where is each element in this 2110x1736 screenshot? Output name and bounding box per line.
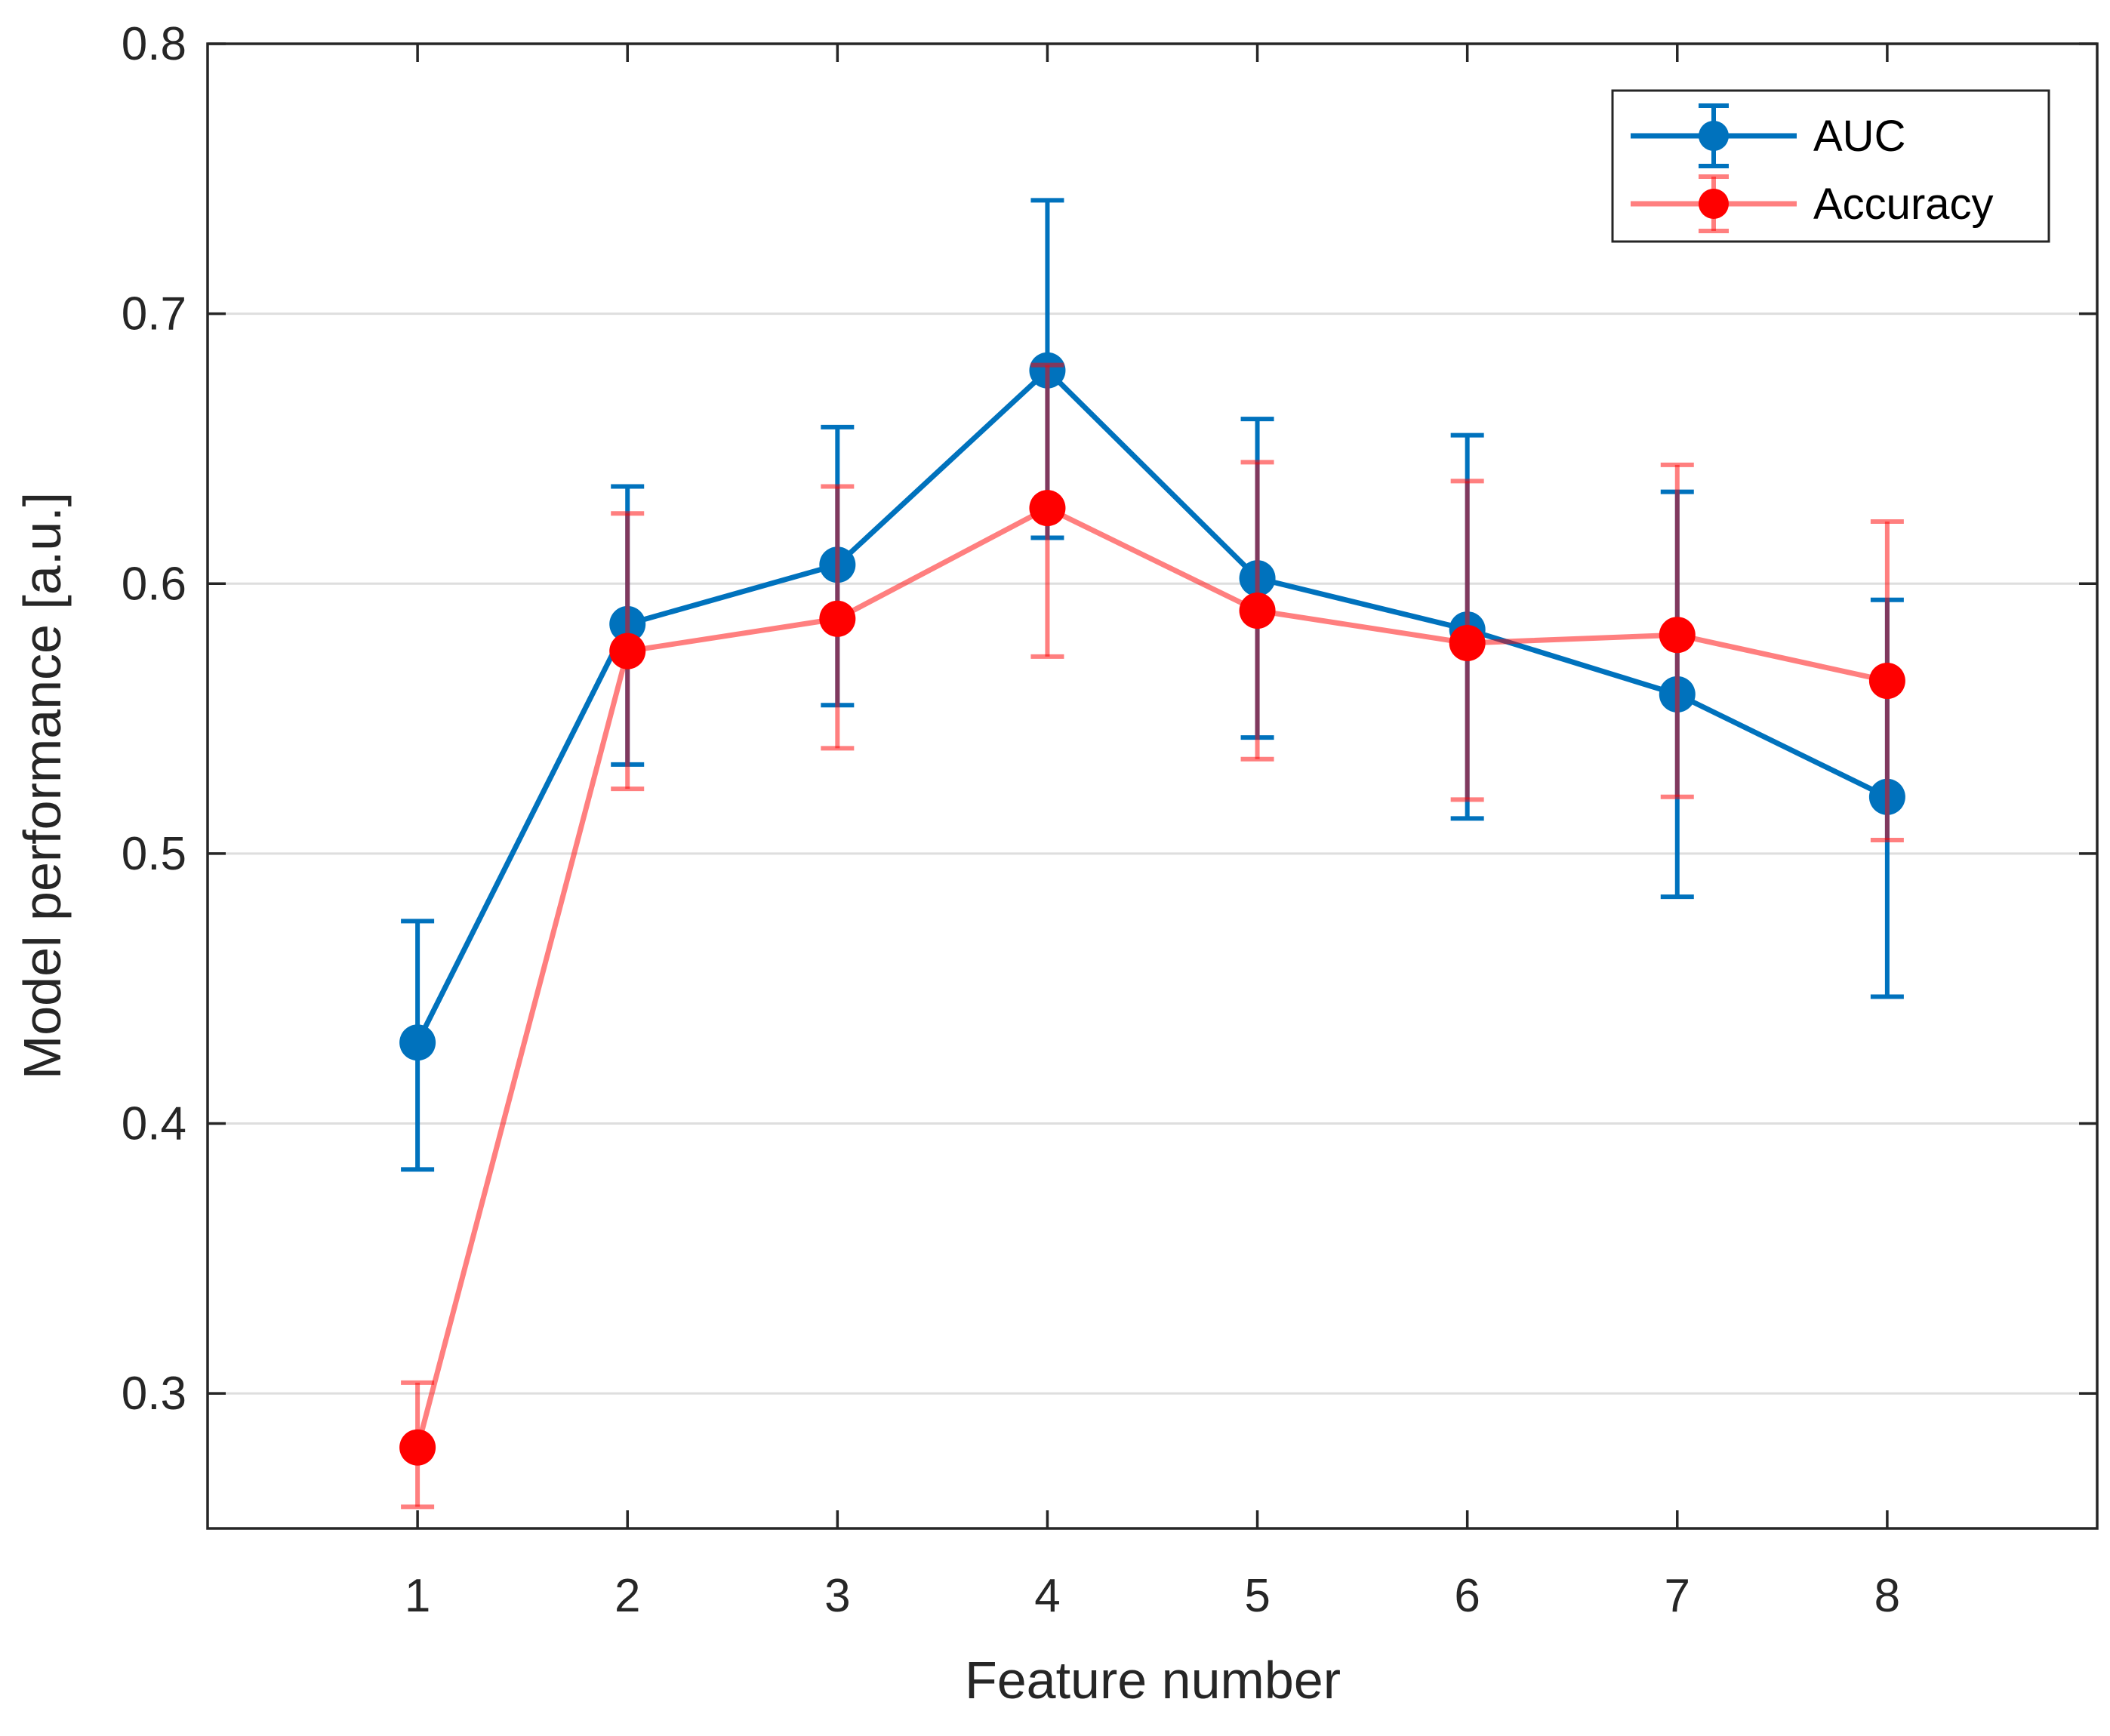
y-tick-label-0: 0.3 [122,1368,186,1420]
legend-accuracy-marker [1699,189,1729,219]
accuracy-point-7 [1659,617,1696,654]
legend: AUC Accuracy [1611,89,2050,243]
accuracy-point-5 [1239,593,1276,629]
x-tick-label-2: 3 [824,1570,850,1622]
auc-point-1 [399,1024,436,1061]
y-tick-label-1: 0.4 [122,1098,186,1150]
x-tick-label-0: 1 [405,1570,430,1622]
series-accuracy [399,362,1905,1510]
y-tick-label-3: 0.6 [122,558,186,610]
accuracy-point-1 [399,1429,436,1466]
plot-area [206,42,2099,1530]
y-axis-ticks: 0.3 0.4 0.5 0.6 0.7 0.8 [122,18,2097,1420]
x-tick-label-3: 4 [1034,1570,1060,1622]
accuracy-point-4 [1029,490,1066,527]
x-tick-label-7: 8 [1874,1570,1900,1622]
auc-line [414,368,1889,1044]
x-axis-title: Feature number [965,1651,1341,1710]
y-axis-title: Model performance [a.u.] [13,492,72,1079]
accuracy-point-6 [1449,624,1486,661]
x-tick-label-5: 6 [1454,1570,1480,1622]
accuracy-point-8 [1868,663,1905,700]
accuracy-point-2 [609,633,646,669]
legend-auc-label: AUC [1813,112,1905,161]
legend-entry-accuracy: Accuracy [1631,174,1994,233]
x-axis-ticks: 1 2 3 4 5 6 7 8 [405,44,1900,1622]
accuracy-point-3 [819,600,856,637]
y-tick-label-2: 0.5 [122,828,186,880]
series-group [399,198,1905,1510]
legend-entry-auc: AUC [1631,103,1905,168]
y-tick-label-5: 0.8 [122,18,186,70]
y-tick-label-4: 0.7 [122,288,186,340]
x-tick-label-6: 7 [1665,1570,1690,1622]
x-tick-label-4: 5 [1244,1570,1270,1622]
x-tick-label-1: 2 [615,1570,640,1622]
legend-box [1611,89,2050,243]
gridlines [208,42,2097,1395]
legend-accuracy-label: Accuracy [1813,180,1994,229]
legend-auc-marker [1699,121,1729,151]
accuracy-line [414,505,1888,1448]
